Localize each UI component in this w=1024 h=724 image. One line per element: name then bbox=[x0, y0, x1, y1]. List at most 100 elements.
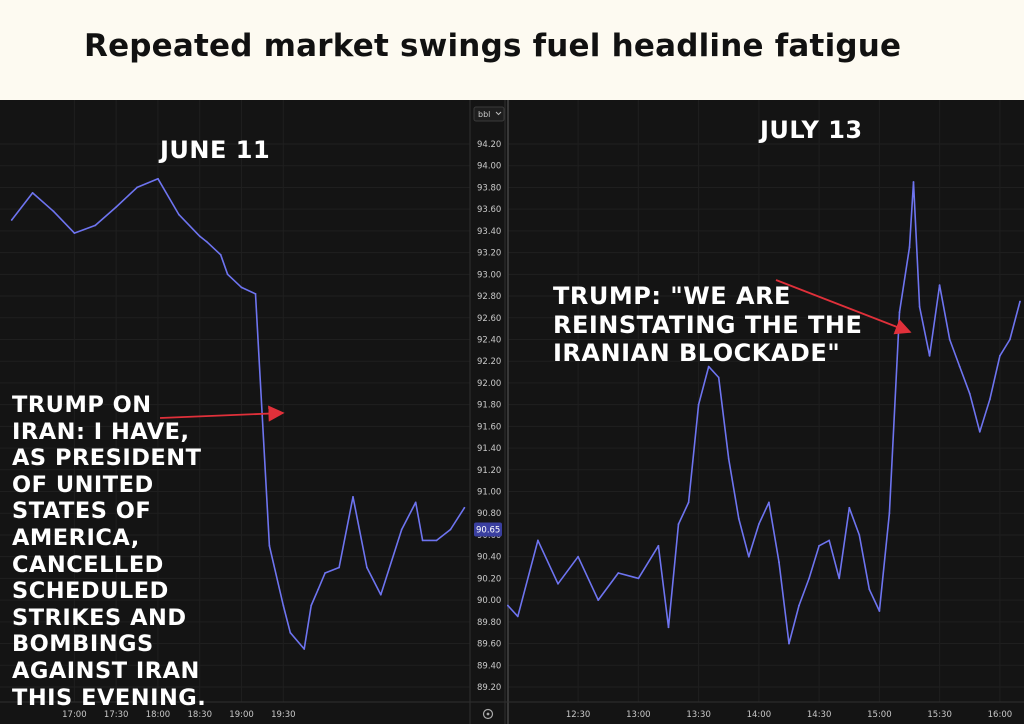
data-point bbox=[10, 219, 13, 221]
annotation-arrow-left bbox=[159, 405, 285, 422]
data-point bbox=[31, 192, 34, 194]
chart-stage: 94.20 94.00 93.80 93.60 93.40 93.20 93.00 92.80… bbox=[0, 100, 1024, 724]
annotation-left-line: AMERICA, bbox=[12, 524, 140, 551]
annotation-left-line: AS PRESIDENT bbox=[12, 445, 202, 472]
data-point bbox=[908, 246, 911, 249]
data-point bbox=[73, 232, 76, 235]
price-line-left bbox=[11, 178, 466, 650]
x-tick-label: 18:30 bbox=[188, 710, 213, 720]
data-point bbox=[324, 572, 326, 574]
y-axis: 94.20 94.00 93.80 93.60 93.40 93.20 93.00 92.80… bbox=[477, 140, 501, 693]
annotation-left: TRUMP ON IRAN: I HAVE, AS PRESIDENT OF U… bbox=[12, 392, 206, 711]
data-point bbox=[958, 365, 961, 368]
annotation-right-line: REINSTATING THE THE bbox=[553, 310, 863, 339]
data-point bbox=[219, 253, 222, 256]
y-tick-label: 94.20 bbox=[477, 140, 501, 150]
price-line-right bbox=[507, 181, 1021, 645]
data-point bbox=[52, 210, 55, 213]
data-point bbox=[838, 577, 841, 580]
annotation-left-line: CANCELLED bbox=[12, 551, 164, 578]
data-point bbox=[506, 604, 509, 607]
data-point bbox=[677, 523, 680, 525]
annotation-left-line: SCHEDULED bbox=[12, 578, 169, 605]
data-point bbox=[768, 501, 770, 504]
unit-button[interactable]: bbl bbox=[473, 106, 505, 122]
data-point bbox=[597, 599, 600, 601]
y-tick-label: 93.80 bbox=[477, 183, 501, 193]
data-point bbox=[667, 626, 670, 629]
data-point bbox=[989, 398, 991, 401]
x-tick-label: 12:30 bbox=[566, 710, 591, 720]
y-tick-label: 90.40 bbox=[477, 553, 501, 563]
data-point bbox=[978, 430, 981, 433]
data-point bbox=[254, 293, 257, 295]
data-point bbox=[577, 555, 579, 558]
data-point bbox=[516, 615, 519, 618]
data-point bbox=[268, 544, 271, 547]
x-tick-label: 17:30 bbox=[104, 710, 129, 720]
data-point bbox=[317, 588, 320, 591]
annotation-left-line: STATES OF bbox=[12, 498, 152, 525]
data-point bbox=[226, 273, 229, 276]
data-point bbox=[697, 403, 700, 406]
data-point bbox=[758, 523, 760, 525]
headline-banner: Repeated market swings fuel headline fat… bbox=[0, 0, 1024, 100]
annotation-right-line: IRANIAN BLOCKADE" bbox=[553, 339, 841, 367]
data-point bbox=[898, 311, 901, 314]
x-tick-label: 16:00 bbox=[988, 710, 1013, 720]
data-point bbox=[1009, 338, 1011, 341]
x-tick-label: 15:00 bbox=[867, 710, 892, 720]
data-point bbox=[928, 354, 931, 357]
y-tick-label: 90.00 bbox=[477, 596, 501, 606]
y-tick-label: 89.20 bbox=[477, 683, 501, 693]
y-tick-label: 89.80 bbox=[477, 618, 501, 628]
price-tag-value: 90.65 bbox=[476, 526, 500, 536]
data-point bbox=[289, 631, 292, 634]
x-axis: 17:00 17:30 18:00 18:30 19:00 19:30 12:30 13:00… bbox=[62, 710, 1012, 720]
y-tick-label: 90.20 bbox=[477, 574, 501, 584]
data-point bbox=[366, 566, 368, 569]
data-point bbox=[352, 496, 354, 498]
y-tick-label: 93.00 bbox=[477, 270, 501, 280]
data-point bbox=[414, 501, 417, 504]
gear-icon[interactable] bbox=[482, 708, 494, 720]
y-tick-label: 92.40 bbox=[477, 335, 501, 345]
data-point bbox=[449, 528, 452, 531]
data-point bbox=[968, 392, 971, 395]
data-point bbox=[421, 539, 424, 542]
x-tick-label: 15:30 bbox=[927, 710, 952, 720]
annotation-right: TRUMP: "WE ARE REINSTATING THE THE IRANI… bbox=[553, 282, 862, 368]
annotation-right-line: TRUMP: "WE ARE bbox=[553, 282, 791, 310]
data-point bbox=[205, 240, 208, 243]
data-point bbox=[94, 224, 97, 227]
data-point bbox=[727, 458, 730, 460]
annotation-left-line: TRUMP ON bbox=[12, 392, 152, 418]
data-point bbox=[938, 284, 941, 287]
data-point bbox=[557, 582, 559, 585]
annotation-left-line: BOMBINGS bbox=[12, 631, 154, 658]
x-tick-label: 13:30 bbox=[686, 710, 711, 720]
chevron-down-icon bbox=[495, 111, 502, 116]
x-tick-label: 18:00 bbox=[146, 710, 171, 720]
y-tick-label: 91.20 bbox=[477, 466, 501, 476]
y-tick-label: 91.80 bbox=[477, 401, 501, 411]
data-point bbox=[999, 354, 1001, 357]
annotation-left-line: IRAN: I HAVE, bbox=[12, 418, 190, 445]
data-point bbox=[198, 235, 201, 238]
data-point bbox=[617, 572, 620, 574]
data-point bbox=[178, 213, 180, 216]
y-tick-label: 94.00 bbox=[477, 162, 501, 172]
date-label-left: JUNE 11 bbox=[160, 136, 271, 164]
y-tick-label: 93.40 bbox=[477, 227, 501, 237]
headline-title: Repeated market swings fuel headline fat… bbox=[84, 28, 902, 64]
y-tick-label: 92.80 bbox=[477, 292, 501, 302]
x-tick-label: 19:00 bbox=[229, 710, 254, 720]
data-point bbox=[858, 534, 861, 536]
data-point bbox=[379, 593, 382, 596]
data-point bbox=[778, 561, 780, 563]
data-point bbox=[912, 181, 915, 183]
x-tick-label: 14:00 bbox=[747, 710, 772, 720]
data-point bbox=[637, 577, 640, 580]
data-point bbox=[240, 286, 243, 289]
data-point bbox=[808, 577, 810, 580]
